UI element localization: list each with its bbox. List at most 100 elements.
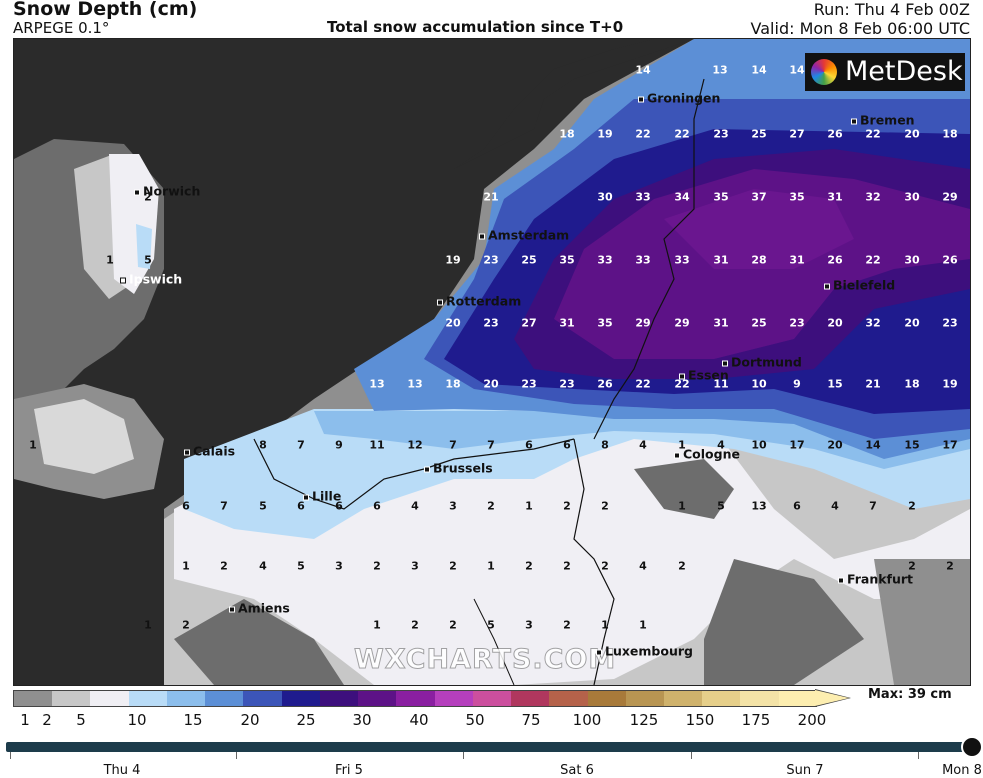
timeline-day-label[interactable]: Fri 5 (335, 763, 363, 778)
snow-depth-value: 25 (521, 253, 537, 267)
color-scale-tick-label: 175 (741, 711, 771, 729)
snow-depth-value: 1 (678, 499, 686, 513)
snow-depth-value: 2 (563, 559, 571, 573)
snow-depth-value: 22 (865, 127, 881, 141)
snow-depth-value: 8 (601, 438, 609, 452)
city-bremen: Bremen (851, 113, 915, 128)
city-marker-icon (437, 299, 443, 305)
city-marker-icon (722, 360, 728, 366)
city-calais: Calais (184, 444, 235, 459)
color-scale-tick-label: 50 (465, 711, 485, 729)
color-scale-tick-label: 2 (42, 711, 52, 729)
snow-depth-value: 8 (259, 438, 267, 452)
color-scale-swatch (778, 691, 817, 706)
snow-depth-value: 31 (713, 316, 729, 330)
snow-depth-value: 15 (904, 438, 920, 452)
city-frankfurt: Frankfurt (838, 572, 913, 587)
snow-depth-value: 20 (445, 316, 461, 330)
map-fields (14, 39, 970, 685)
snow-depth-value: 23 (789, 316, 805, 330)
snow-depth-value: 32 (865, 190, 881, 204)
snow-depth-value: 31 (827, 190, 843, 204)
timeline-day-tick (236, 752, 237, 759)
snow-depth-value: 2 (678, 559, 686, 573)
color-scale-swatch (511, 691, 550, 706)
city-label: Bremen (860, 112, 915, 128)
color-scale-swatch (205, 691, 244, 706)
snow-depth-value: 7 (487, 438, 495, 452)
snow-depth-value: 14 (751, 63, 767, 77)
snow-depth-value: 18 (445, 377, 461, 391)
snow-depth-value: 34 (674, 190, 690, 204)
timeline-slider-handle[interactable] (961, 736, 983, 758)
city-label: Groningen (647, 90, 721, 106)
city-label: Amiens (238, 600, 290, 616)
snow-depth-value: 35 (597, 316, 613, 330)
snow-depth-value: 6 (563, 438, 571, 452)
timeline-day-label[interactable]: Sun 7 (786, 763, 824, 778)
timeline-day-tick (918, 752, 919, 759)
snow-depth-value: 6 (182, 499, 190, 513)
snow-depth-value: 33 (674, 253, 690, 267)
snow-depth-value: 2 (563, 499, 571, 513)
timeline-day-tick (691, 752, 692, 759)
snow-depth-value: 13 (751, 499, 767, 513)
snow-depth-value: 5 (487, 618, 495, 632)
model-name: ARPEGE 0.1° (13, 19, 110, 37)
color-scale-swatch (625, 691, 664, 706)
snow-depth-value: 17 (789, 438, 805, 452)
city-rotterdam: Rotterdam (437, 294, 521, 309)
snow-depth-value: 4 (639, 559, 647, 573)
city-marker-icon (229, 606, 235, 612)
color-scale-swatch (281, 691, 320, 706)
forecast-timeline-track[interactable] (6, 742, 974, 752)
snow-depth-value: 13 (712, 63, 728, 77)
snow-depth-value: 1 (106, 253, 114, 267)
snow-depth-value: 20 (483, 377, 499, 391)
snow-depth-value: 14 (635, 63, 651, 77)
snow-depth-value: 6 (525, 438, 533, 452)
color-scale (13, 690, 817, 707)
snow-depth-value: 2 (182, 618, 190, 632)
snow-depth-value: 5 (259, 499, 267, 513)
city-label: Dortmund (731, 354, 802, 370)
snow-depth-value: 1 (29, 438, 37, 452)
snow-depth-value: 1 (639, 618, 647, 632)
city-amsterdam: Amsterdam (479, 228, 569, 243)
snow-depth-value: 1 (678, 438, 686, 452)
city-label: Rotterdam (446, 293, 522, 309)
snow-depth-value: 23 (942, 316, 958, 330)
color-scale-tick-label: 25 (296, 711, 316, 729)
snow-depth-value: 3 (525, 618, 533, 632)
snow-depth-value: 2 (220, 559, 228, 573)
city-label: Norwich (143, 183, 201, 199)
snow-depth-value: 7 (869, 499, 877, 513)
snow-depth-value: 25 (751, 316, 767, 330)
snow-depth-value: 14 (865, 438, 881, 452)
timeline-day-tick (10, 752, 11, 759)
color-scale-swatch (90, 691, 129, 706)
color-scale-swatch (472, 691, 512, 706)
chart-subtitle: Total snow accumulation since T+0 (327, 18, 624, 36)
snow-depth-value: 9 (793, 377, 801, 391)
snow-depth-value: 30 (904, 253, 920, 267)
snow-depth-map[interactable]: MetDesk WXCHARTS.COM (13, 38, 971, 686)
timeline-day-label[interactable]: Sat 6 (560, 763, 594, 778)
snow-depth-value: 18 (904, 377, 920, 391)
city-marker-icon (134, 189, 140, 195)
city-label: Amsterdam (488, 227, 570, 243)
snow-depth-value: 26 (827, 127, 843, 141)
color-scale-tick-label: 200 (797, 711, 827, 729)
timeline-day-label[interactable]: Thu 4 (103, 763, 141, 778)
color-scale-tick-label: 30 (352, 711, 372, 729)
color-scale-tick-label: 10 (127, 711, 147, 729)
snow-depth-value: 27 (789, 127, 805, 141)
snow-depth-value: 26 (597, 377, 613, 391)
snow-depth-value: 22 (635, 377, 651, 391)
color-scale-swatch (549, 691, 588, 706)
color-scale-swatch (243, 691, 282, 706)
snow-depth-value: 22 (674, 377, 690, 391)
snow-depth-value: 10 (751, 438, 767, 452)
scale-arrow (815, 690, 849, 706)
timeline-day-label[interactable]: Mon 8 (942, 763, 982, 778)
